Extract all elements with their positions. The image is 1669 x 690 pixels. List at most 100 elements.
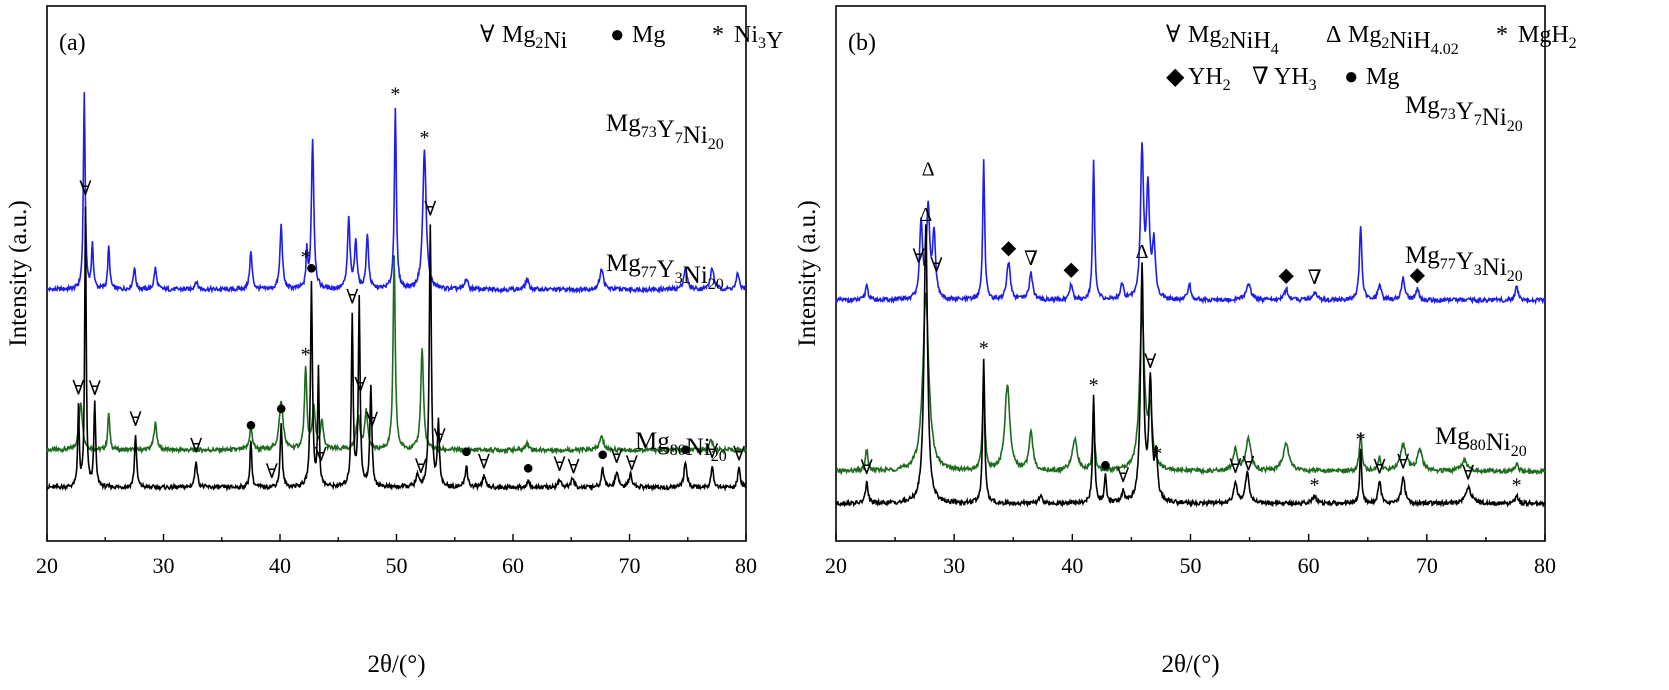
xrd-pattern-line <box>835 224 1546 508</box>
legend-item: Δ Mg2NiH4.02 <box>1326 22 1459 58</box>
peak-marker: Δ <box>922 158 935 180</box>
peak-marker: ∀ <box>861 457 873 479</box>
xrd-pattern-line <box>835 292 1546 476</box>
peak-marker: ∀ <box>266 461 278 483</box>
panel-a: 20 30 40 50 60 70 80 2θ/(°) Intensity (a.u.) (a) ∀… <box>5 5 783 678</box>
peak-marker: ∀ <box>568 457 580 479</box>
peak-marker: ∀ <box>190 436 202 458</box>
peak-marker: ∀ <box>1242 454 1254 476</box>
series-3: ∀∀∀∀∀●∀●●∀∀∀∀∀∀∀● ∀ ● ∀ ∀● ∀ ∀● ∀ ∀Mg80Ni20 <box>46 178 747 492</box>
legend-item: ● Mg <box>610 22 665 48</box>
peak-marker: * <box>301 246 311 268</box>
peak-marker: ∀ <box>930 255 942 277</box>
legend-symbol: ● <box>1344 64 1359 90</box>
legend-item: ∇ YH3 <box>1252 64 1317 94</box>
panel-letter: (b) <box>848 30 876 56</box>
peak-marker: ∀ <box>72 378 84 400</box>
peak-marker: ∀ <box>346 286 358 308</box>
series-2: * * * Mg77Y3Ni20 <box>46 84 747 295</box>
xrd-pattern-line <box>46 206 747 492</box>
legend-symbol: * <box>1496 22 1508 48</box>
x-tick-label: 80 <box>735 553 757 578</box>
xrd-pattern-line <box>46 92 747 295</box>
peak-marker: ∀ <box>913 246 925 268</box>
peak-marker: * <box>1512 474 1522 496</box>
peak-marker: ∀ <box>1462 462 1474 484</box>
legend-label: YH3 <box>1274 64 1317 94</box>
peak-marker: ∀ <box>1229 456 1241 478</box>
sample-label: Mg77Y3Ni20 <box>606 250 724 293</box>
peak-marker: ∀ <box>1117 465 1129 487</box>
peak-marker: ◆ <box>1410 264 1426 286</box>
peak-marker: ● <box>597 443 609 465</box>
x-tick-label: 60 <box>502 553 524 578</box>
peak-marker: * <box>419 127 429 149</box>
series-1: * Mg73Y7Ni20 <box>46 110 747 456</box>
legend-symbol: * <box>712 22 724 48</box>
y-axis-label: Intensity (a.u.) <box>5 200 32 346</box>
peak-marker: ∀ <box>315 444 327 466</box>
peak-marker: ∀ <box>1374 457 1386 479</box>
peak-marker: * <box>1310 474 1320 496</box>
legend: ∀ Mg2NiH4 Δ Mg2NiH4.02 * MgH2 ◆ YH2 ∇ YH3 ● Mg <box>1166 22 1577 94</box>
legend-item: ◆ YH2 <box>1166 64 1231 94</box>
peak-marker: ∀ <box>434 426 446 448</box>
legend-symbol: ∀ <box>480 22 495 48</box>
peak-marker: ● <box>1099 454 1111 476</box>
peak-marker: ∀ <box>706 441 718 463</box>
peak-marker: ∀ <box>1144 351 1156 373</box>
legend-label: Ni3Y <box>734 22 783 54</box>
peak-marker: ∀ <box>130 409 142 431</box>
peak-marker: * <box>1152 443 1162 465</box>
peak-marker: ∀ <box>611 446 623 468</box>
x-tick-label: 60 <box>1298 553 1320 578</box>
legend-label: Mg2NiH4.02 <box>1348 22 1459 58</box>
legend-item: ∀ Mg2Ni <box>480 22 568 54</box>
x-tick-label: 50 <box>1180 553 1202 578</box>
series-2: ∀Δ∀◆ ∇ ◆ ◆ ∇ ◆Mg77Y3Ni20 <box>835 142 1546 306</box>
peak-marker: ∀ <box>554 454 566 476</box>
xrd-pattern-line <box>46 255 747 456</box>
legend-label: YH2 <box>1188 64 1231 94</box>
legend-item: ∀ Mg2NiH4 <box>1166 22 1279 58</box>
legend-item: * MgH2 <box>1496 22 1577 52</box>
legend-item: * Ni3Y <box>712 22 783 54</box>
legend-label: Mg <box>632 22 665 48</box>
peak-marker: ∀ <box>79 178 91 200</box>
legend-symbol: Δ <box>1326 22 1341 48</box>
peak-marker: ∀ <box>424 199 436 221</box>
peak-marker: ∀ <box>415 456 427 478</box>
panel-b: 20 30 40 50 60 70 80 2θ/(°) Intensity (a.u.) (b) ∀… <box>794 5 1577 678</box>
legend-label: Mg <box>1366 64 1399 90</box>
sample-label: Mg80Ni20 <box>1435 423 1527 460</box>
peak-marker: ◆ <box>1001 237 1017 259</box>
x-tick-label: 20 <box>825 553 847 578</box>
legend-label: Mg2NiH4 <box>1188 22 1279 58</box>
xrd-pattern-line <box>835 142 1546 306</box>
legend-symbol: ∀ <box>1166 22 1181 48</box>
x-axis-label: 2θ/(°) <box>367 651 425 678</box>
x-tick-label: 80 <box>1534 553 1556 578</box>
legend-symbol: ● <box>610 22 625 48</box>
peak-marker: * <box>1089 375 1099 397</box>
x-tick-label: 30 <box>153 553 175 578</box>
peak-marker: ∀ <box>89 378 101 400</box>
sample-label: Mg77Y3Ni20 <box>1405 242 1523 285</box>
legend-symbol: ∇ <box>1252 64 1269 90</box>
peak-marker: * <box>301 344 311 366</box>
legend-label: Mg2Ni <box>502 22 568 54</box>
x-tick-label: 40 <box>1061 553 1083 578</box>
peak-marker: ● <box>522 457 534 479</box>
sample-label: Mg73Y7Ni20 <box>1405 92 1523 135</box>
series-3: ∀Δ**●∀Δ∀*∀ ∀**∀ ∀ ∀*Mg80Ni20 <box>835 204 1546 508</box>
x-tick-label: 70 <box>619 553 641 578</box>
sample-label: Mg80Ni20 <box>635 428 727 465</box>
peak-marker: * <box>979 338 989 360</box>
peak-marker: ∇ <box>1308 267 1322 289</box>
peak-marker: ● <box>460 441 472 463</box>
peak-marker: ∀ <box>478 451 490 473</box>
legend-item: ● Mg <box>1344 64 1399 90</box>
peak-marker: ∀ <box>366 410 378 432</box>
